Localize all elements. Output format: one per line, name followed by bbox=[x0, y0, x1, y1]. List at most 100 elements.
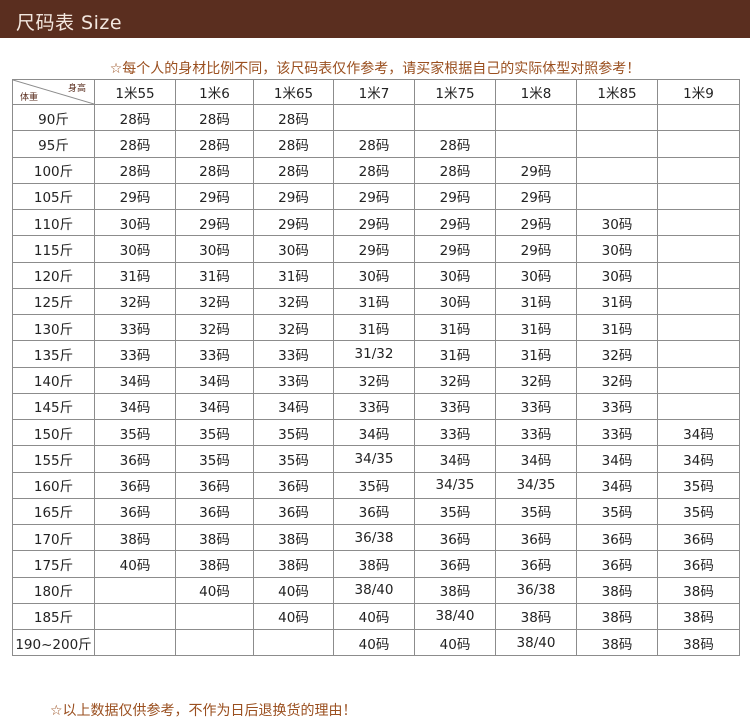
size-cell: 38码 bbox=[495, 602, 577, 631]
table-row: 155斤 36码 35码 35码 34/35 34码 34码 34码 34码 bbox=[12, 445, 740, 473]
size-cell: 34/35 bbox=[414, 471, 496, 499]
size-cell: 33码 bbox=[576, 418, 658, 447]
size-cell: 38/40 bbox=[495, 628, 577, 657]
table-row: 110斤 30码 29码 29码 29码 29码 29码 30码 bbox=[12, 208, 740, 237]
column-header: 1米9 bbox=[657, 79, 740, 105]
size-cell: 38码 bbox=[333, 550, 415, 578]
size-cell: 35码 bbox=[94, 418, 176, 447]
weight-label: 140斤 bbox=[12, 366, 95, 394]
size-cell bbox=[175, 628, 254, 657]
size-cell: 34码 bbox=[175, 366, 254, 394]
size-cell: 36码 bbox=[94, 445, 176, 473]
table-row: 175斤 40码 38码 38码 38码 36码 36码 36码 36码 bbox=[12, 550, 740, 578]
column-header: 1米7 bbox=[333, 79, 415, 105]
size-cell bbox=[495, 103, 577, 132]
table-row: 115斤 30码 30码 30码 29码 29码 29码 30码 bbox=[12, 235, 740, 263]
size-cell: 31码 bbox=[414, 313, 496, 342]
size-cell: 34码 bbox=[94, 366, 176, 394]
footer-disclaimer: ☆以上数据仅供参考，不作为日后退换货的理由！ bbox=[50, 703, 357, 719]
weight-label: 115斤 bbox=[12, 235, 95, 263]
size-cell: 36码 bbox=[657, 523, 740, 552]
size-cell: 34/35 bbox=[333, 445, 415, 473]
size-cell bbox=[175, 602, 254, 631]
column-header: 1米85 bbox=[576, 79, 658, 105]
size-cell: 31码 bbox=[576, 313, 658, 342]
size-cell: 29码 bbox=[495, 208, 577, 237]
size-cell: 29码 bbox=[175, 182, 254, 211]
size-cell: 28码 bbox=[175, 156, 254, 184]
column-header: 1米6 bbox=[175, 79, 254, 105]
weight-label: 90斤 bbox=[12, 103, 95, 132]
size-cell: 36码 bbox=[253, 497, 334, 526]
size-cell: 40码 bbox=[414, 628, 496, 657]
size-cell bbox=[94, 628, 176, 657]
size-cell: 34码 bbox=[657, 445, 740, 473]
size-cell: 36码 bbox=[657, 550, 740, 578]
size-cell: 34码 bbox=[657, 418, 740, 447]
weight-label: 170斤 bbox=[12, 523, 95, 552]
weight-label: 105斤 bbox=[12, 182, 95, 211]
size-cell: 29码 bbox=[495, 182, 577, 211]
weight-label: 110斤 bbox=[12, 208, 95, 237]
size-cell: 34码 bbox=[333, 418, 415, 447]
size-cell: 32码 bbox=[94, 287, 176, 316]
size-cell: 35码 bbox=[657, 471, 740, 499]
table-row: 180斤 40码 40码 38/40 38码 36/38 38码 38码 bbox=[12, 576, 740, 604]
size-cell bbox=[576, 130, 658, 158]
size-cell: 38码 bbox=[175, 523, 254, 552]
size-cell: 32码 bbox=[253, 313, 334, 342]
table-row: 165斤 36码 36码 36码 36码 35码 35码 35码 35码 bbox=[12, 497, 740, 526]
size-cell: 31码 bbox=[576, 287, 658, 316]
size-cell: 31码 bbox=[175, 261, 254, 289]
table-row: 160斤 36码 36码 36码 35码 34/35 34/35 34码 35码 bbox=[12, 471, 740, 499]
table-row: 150斤 35码 35码 35码 34码 33码 33码 33码 34码 bbox=[12, 418, 740, 447]
size-cell bbox=[495, 130, 577, 158]
size-cell: 33码 bbox=[495, 418, 577, 447]
size-cell: 30码 bbox=[333, 261, 415, 289]
size-cell: 38码 bbox=[94, 523, 176, 552]
size-cell: 31码 bbox=[94, 261, 176, 289]
size-cell: 28码 bbox=[94, 103, 176, 132]
size-cell: 36码 bbox=[414, 523, 496, 552]
size-cell: 35码 bbox=[414, 497, 496, 526]
weight-label: 135斤 bbox=[12, 340, 95, 368]
size-cell bbox=[657, 208, 740, 237]
size-cell: 29码 bbox=[94, 182, 176, 211]
size-cell: 36码 bbox=[175, 497, 254, 526]
table-row: 120斤 31码 31码 31码 30码 30码 30码 30码 bbox=[12, 261, 740, 289]
weight-label: 130斤 bbox=[12, 313, 95, 342]
size-cell: 30码 bbox=[94, 235, 176, 263]
size-cell: 38码 bbox=[175, 550, 254, 578]
size-cell: 36码 bbox=[333, 497, 415, 526]
size-cell bbox=[576, 156, 658, 184]
size-cell: 40码 bbox=[333, 628, 415, 657]
size-cell: 29码 bbox=[333, 235, 415, 263]
size-cell: 30码 bbox=[414, 287, 496, 316]
size-cell: 38/40 bbox=[414, 602, 496, 631]
size-cell: 30码 bbox=[175, 235, 254, 263]
size-cell: 33码 bbox=[333, 392, 415, 421]
size-cell: 40码 bbox=[253, 576, 334, 604]
size-cell: 35码 bbox=[576, 497, 658, 526]
size-cell: 30码 bbox=[576, 208, 658, 237]
table-row: 135斤 33码 33码 33码 31/32 31码 31码 32码 bbox=[12, 340, 740, 368]
diagonal-divider bbox=[13, 80, 94, 104]
size-cell: 40码 bbox=[175, 576, 254, 604]
size-cell: 40码 bbox=[94, 550, 176, 578]
table-row: 105斤 29码 29码 29码 29码 29码 29码 bbox=[12, 182, 740, 211]
size-cell bbox=[576, 182, 658, 211]
weight-label: 150斤 bbox=[12, 418, 95, 447]
size-cell: 35码 bbox=[333, 471, 415, 499]
weight-label: 165斤 bbox=[12, 497, 95, 526]
size-cell: 35码 bbox=[495, 497, 577, 526]
table-row: 140斤 34码 34码 33码 32码 32码 32码 32码 bbox=[12, 366, 740, 394]
size-cell: 28码 bbox=[175, 130, 254, 158]
size-cell: 32码 bbox=[175, 287, 254, 316]
header-row: 身高 体重 1米55 1米6 1米65 1米7 1米75 1米8 1米85 1米9 bbox=[12, 79, 740, 105]
column-header: 1米55 bbox=[94, 79, 176, 105]
size-cell: 33码 bbox=[94, 313, 176, 342]
weight-axis-label: 体重 bbox=[20, 93, 39, 103]
weight-label: 190~200斤 bbox=[12, 628, 95, 657]
size-cell: 31码 bbox=[495, 287, 577, 316]
size-cell: 38码 bbox=[657, 576, 740, 604]
